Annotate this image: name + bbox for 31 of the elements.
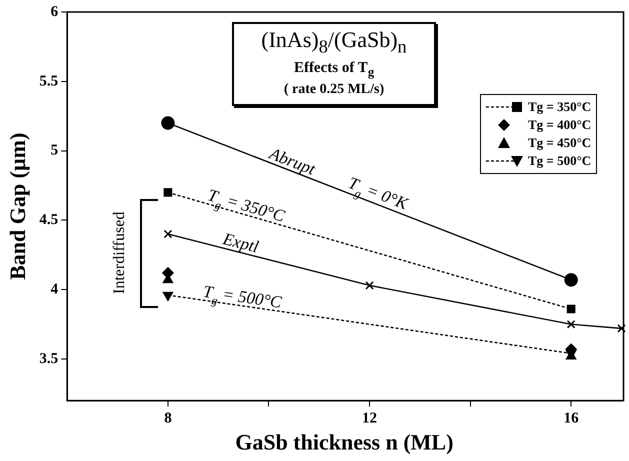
point (566, 320, 576, 329)
legend-label: Tg = 500°C (528, 153, 592, 169)
y-tick-label: 3.5 (39, 350, 58, 367)
y-axis-title: Band Gap (µm) (4, 132, 30, 280)
annotation: Abrupt (266, 144, 319, 180)
text: (InAs)$_{8}$/(GaSb)$_{n}$ (260, 27, 408, 58)
text: Effects of T$_{g}$ (292, 59, 376, 82)
point (564, 273, 578, 287)
annotation: Tg = 350°C (206, 185, 288, 226)
legend-label: Tg = 400°C (528, 117, 592, 133)
point (617, 324, 626, 333)
annotation: ( rate 0.25 ML/s) (282, 81, 386, 100)
legend-label: Tg = 350°C (528, 99, 592, 115)
annotation: Interdiffused (110, 212, 129, 294)
x-axis-title: GaSb thickness n (ML) (235, 429, 454, 454)
point (164, 230, 172, 238)
point (566, 304, 576, 314)
y-tick-label: 5 (50, 142, 58, 159)
annotation: Tg = 500°C (202, 282, 284, 312)
y-tick-label: 5.5 (39, 73, 58, 90)
annotation: Exptl (220, 229, 261, 257)
point (161, 116, 175, 130)
x-tick-label: 8 (164, 410, 172, 426)
y-tick-label: 4 (50, 281, 59, 298)
point (164, 188, 172, 197)
x-tick-label: 12 (362, 410, 378, 426)
legend-label: Tg = 450°C (528, 135, 592, 151)
y-tick-label: 4.5 (39, 212, 58, 228)
point (365, 281, 374, 290)
x-tick-label: 16 (564, 410, 580, 426)
y-tick-label: 6 (50, 4, 59, 20)
